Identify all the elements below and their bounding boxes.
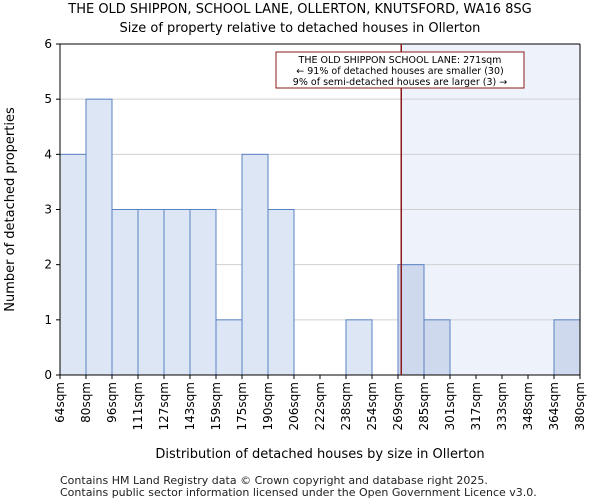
histogram-bar [215, 319, 243, 376]
x-tick-label: 206sqm [287, 382, 301, 430]
histogram-bar [59, 153, 87, 376]
x-axis-label: Distribution of detached houses by size … [155, 447, 484, 462]
x-tick-label: 80sqm [79, 382, 93, 423]
x-tick-label: 364sqm [547, 382, 561, 430]
y-tick-label: 6 [44, 37, 52, 51]
histogram-bar [111, 209, 139, 376]
histogram-bar [553, 319, 581, 376]
chart-area: 0 1 2 3 4 5 6 64sqm 80sqm 96sqm 111sqm 127sqm 143sqm… [3, 37, 587, 462]
annotation-box [275, 51, 525, 89]
y-tick-label: 5 [44, 92, 52, 106]
y-tick-label: 0 [44, 368, 52, 382]
histogram-bar [137, 209, 165, 376]
x-tick-label: 285sqm [417, 382, 431, 430]
y-tick-label: 2 [44, 258, 52, 272]
annotation-line: ← 91% of detached houses are smaller (30… [296, 66, 503, 77]
y-tick-label: 3 [44, 203, 52, 217]
y-axis-label: Number of detached properties [3, 107, 18, 312]
x-tick-label: 175sqm [235, 382, 249, 430]
chart-subtitle: Size of property relative to detached ho… [119, 21, 481, 36]
histogram-bar [267, 209, 295, 376]
x-tick-label: 333sqm [495, 382, 509, 430]
histogram-bar [85, 98, 113, 376]
x-tick-label: 111sqm [131, 382, 145, 430]
x-tick-label: 159sqm [209, 382, 223, 430]
x-tick-label: 143sqm [183, 382, 197, 430]
x-tick-label: 317sqm [469, 382, 483, 430]
histogram-bar [241, 153, 269, 376]
x-tick-label: 238sqm [339, 382, 353, 430]
x-tick-label: 96sqm [105, 382, 119, 423]
x-tick-label: 64sqm [53, 382, 67, 423]
y-tick-label: 4 [44, 147, 52, 161]
licence-notice: Contains public sector information licen… [60, 486, 537, 499]
x-tick-label: 127sqm [157, 382, 171, 430]
histogram-bar [423, 319, 451, 376]
x-tick-label: 254sqm [365, 382, 379, 430]
x-tick-label: 190sqm [261, 382, 275, 430]
x-tick-label: 348sqm [521, 382, 535, 430]
x-tick-label: 301sqm [443, 382, 457, 430]
annotation-line: THE OLD SHIPPON SCHOOL LANE: 271sqm [298, 55, 502, 66]
histogram-bar [345, 319, 373, 376]
x-tick-label: 380sqm [573, 382, 587, 430]
histogram-bar [163, 209, 191, 376]
annotation-line: 9% of semi-detached houses are larger (3… [293, 77, 507, 88]
histogram-bar [189, 209, 217, 376]
x-tick-label: 222sqm [313, 382, 327, 430]
copyright-notice: Contains HM Land Registry data © Crown c… [60, 474, 488, 487]
x-tick-label: 269sqm [391, 382, 405, 430]
chart-title: THE OLD SHIPPON, SCHOOL LANE, OLLERTON, … [68, 2, 532, 17]
y-tick-label: 1 [44, 313, 52, 327]
